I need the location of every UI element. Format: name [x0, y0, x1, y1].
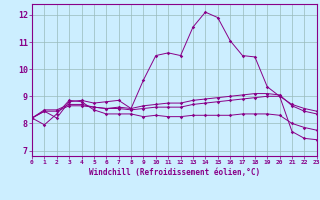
X-axis label: Windchill (Refroidissement éolien,°C): Windchill (Refroidissement éolien,°C): [89, 168, 260, 177]
